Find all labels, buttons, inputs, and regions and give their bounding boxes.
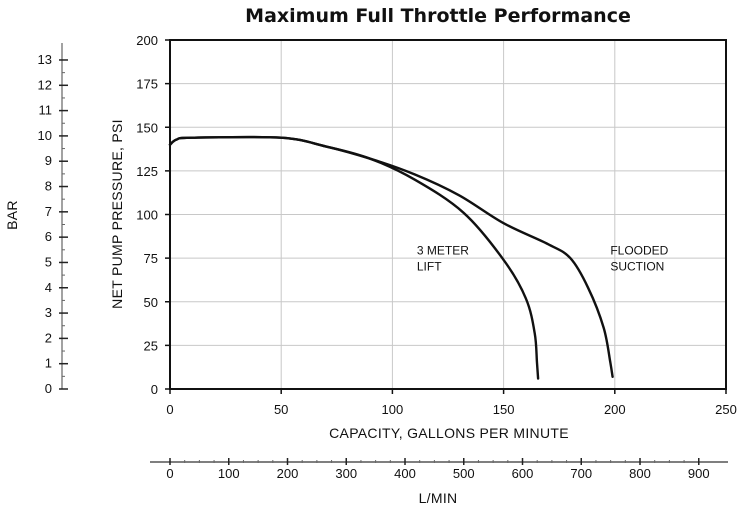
lmin-tick-label: 700 xyxy=(570,466,592,481)
lmin-tick-label: 0 xyxy=(166,466,173,481)
bar-tick-label: 13 xyxy=(38,52,52,67)
lmin-axis-title: L/MIN xyxy=(419,490,458,506)
bar-tick-label: 3 xyxy=(45,305,52,320)
chart-title: Maximum Full Throttle Performance xyxy=(245,5,631,27)
bar-tick-label: 9 xyxy=(45,153,52,168)
bar-tick-label: 8 xyxy=(45,179,52,194)
lmin-tick-label: 400 xyxy=(394,466,416,481)
bar-tick-label: 0 xyxy=(45,381,52,396)
bar-tick-label: 4 xyxy=(45,280,52,295)
bar-tick-label: 1 xyxy=(45,356,52,371)
lmin-tick-label: 500 xyxy=(453,466,475,481)
series-labels: 3 METER LIFT FLOODED SUCTION xyxy=(417,244,669,274)
series-label-line: 3 METER xyxy=(417,244,469,258)
y-axis-ticks: 0 25 50 75 100 125 150 175 200 xyxy=(136,33,170,397)
y-tick-label: 75 xyxy=(144,251,158,266)
grid xyxy=(169,39,727,390)
lmin-tick-label: 900 xyxy=(688,466,710,481)
bar-axis-title: BAR xyxy=(4,200,20,230)
bar-tick-label: 2 xyxy=(45,330,52,345)
bar-tick-label: 7 xyxy=(45,204,52,219)
series-label-line: SUCTION xyxy=(610,260,664,274)
bar-tick-label: 11 xyxy=(39,103,53,118)
lmin-tick-label: 200 xyxy=(277,466,299,481)
x-axis-ticks: 0 50 100 150 200 250 xyxy=(166,389,737,417)
x-tick-label: 50 xyxy=(274,402,288,417)
x-tick-label: 250 xyxy=(715,402,737,417)
x-axis-title: CAPACITY, GALLONS PER MINUTE xyxy=(329,425,569,441)
lmin-tick-label: 800 xyxy=(629,466,651,481)
series-line-flooded-suction xyxy=(168,135,614,378)
y-axis-title: NET PUMP PRESSURE, PSI xyxy=(109,119,125,309)
y-tick-label: 0 xyxy=(151,382,158,397)
y-tick-label: 150 xyxy=(136,120,158,135)
x-tick-label: 150 xyxy=(493,402,515,417)
bar-tick-label: 5 xyxy=(45,254,52,269)
y-tick-label: 25 xyxy=(144,338,158,353)
lmin-axis: 0 100 200 300 400 500 600 700 800 900 xyxy=(150,458,728,481)
y-tick-label: 100 xyxy=(136,208,158,223)
bar-tick-label: 12 xyxy=(38,77,52,92)
series-label-line: FLOODED xyxy=(610,244,668,258)
bar-tick-label: 6 xyxy=(45,229,52,244)
y-tick-label: 125 xyxy=(136,164,158,179)
lmin-tick-label: 600 xyxy=(512,466,534,481)
series-lines xyxy=(168,135,614,380)
lmin-tick-label: 100 xyxy=(218,466,240,481)
x-tick-label: 0 xyxy=(166,402,173,417)
series-label-line: LIFT xyxy=(417,260,442,274)
x-tick-label: 200 xyxy=(604,402,626,417)
y-tick-label: 200 xyxy=(136,33,158,48)
bar-tick-label: 10 xyxy=(38,128,52,143)
x-tick-label: 100 xyxy=(382,402,404,417)
y-tick-label: 50 xyxy=(144,295,158,310)
y-tick-label: 175 xyxy=(136,77,158,92)
lmin-tick-label: 300 xyxy=(335,466,357,481)
